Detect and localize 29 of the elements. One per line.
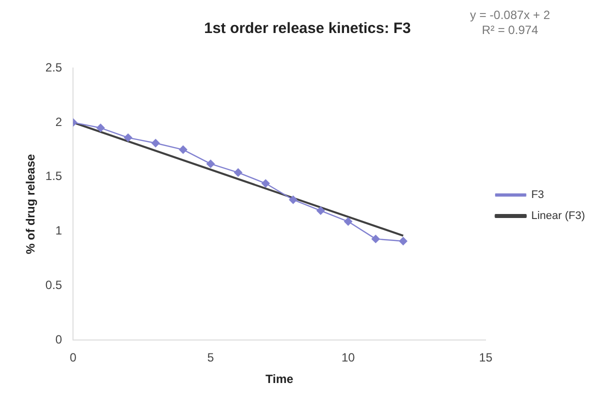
legend-label: Linear (F3) <box>531 210 585 222</box>
point <box>152 139 160 148</box>
text: R² = 0.974 <box>480 23 540 38</box>
chart-title: 1st order release kinetics: F3 <box>204 20 411 38</box>
y-tick-label: 2 <box>55 114 62 129</box>
point <box>124 134 132 142</box>
legend-label: F3 <box>531 189 544 202</box>
x-tick-label: 15 <box>479 350 493 365</box>
point <box>344 217 352 226</box>
point <box>234 168 242 177</box>
y-axis-title: % of drug release <box>24 154 38 254</box>
point <box>206 160 215 168</box>
x-tick-label: 10 <box>341 350 356 365</box>
y-tick-label: 0 <box>55 332 62 347</box>
x-tick-label: 5 <box>207 350 214 365</box>
y-tick-label: 1 <box>55 224 62 238</box>
point <box>179 146 188 154</box>
point <box>262 179 270 188</box>
y-tick-label: 1.5 <box>45 169 62 184</box>
y-tick-label: 0.5 <box>45 278 62 292</box>
x-tick-label: 0 <box>70 350 77 365</box>
point <box>399 237 408 246</box>
point <box>96 124 105 132</box>
point <box>289 196 298 204</box>
x-axis-title: Time <box>265 372 294 386</box>
point <box>316 206 325 215</box>
point <box>372 234 380 244</box>
y-tick-label: 2.5 <box>45 60 62 74</box>
text: y = -0.087x + 2 <box>470 8 550 23</box>
